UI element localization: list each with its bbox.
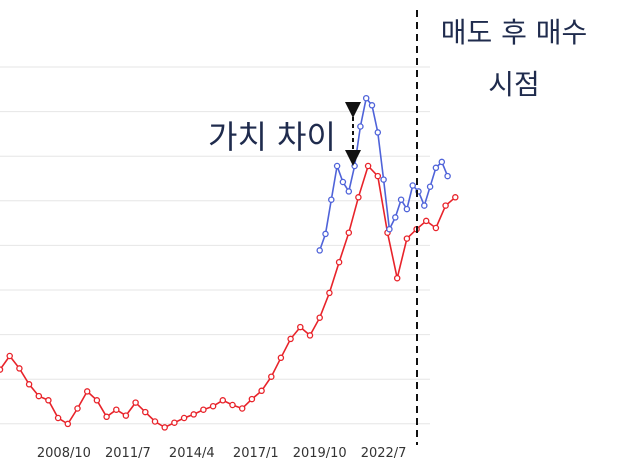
series-1-point [142,408,149,416]
series-1-point [103,413,110,421]
series-2-point [339,178,347,186]
x-tick-label: 2022/7 [361,446,407,461]
series-1-point [0,366,4,373]
series-2-point [362,94,370,102]
series-1-point [209,402,217,410]
series-1-point [432,224,440,232]
series-2-point [333,162,341,170]
series-1-point [132,399,139,406]
series-2-point [421,202,428,209]
series-1-point [258,387,265,395]
series-1-point [229,401,236,409]
series-2-point [403,205,411,213]
series-1-point [25,381,33,388]
series-1-point [161,424,168,431]
series-1-point [45,397,52,404]
series-1-point [287,335,294,343]
series-1-point [297,323,304,331]
series-2-point [438,158,446,166]
series-2-point [432,164,440,172]
series-2-point [444,172,451,180]
series-1-point [64,420,72,428]
x-tick-label: 2008/10 [37,446,91,461]
x-tick-label: 2017/1 [233,446,279,461]
switch-point-label-line1: 매도 후 매수 [441,16,588,49]
series-1-point [326,289,333,297]
series-1-point [355,194,362,201]
x-tick-label: 2019/10 [293,446,347,461]
series-2-point [368,102,376,109]
series-1-point [171,419,178,426]
series-1-point [83,388,91,395]
series-2-point [374,129,382,136]
series-1-point [306,332,314,339]
series-2-point [357,123,364,130]
series-1-point [122,412,130,419]
series-2-point [409,182,416,189]
series-2-point [322,230,329,238]
series-1-point [16,365,23,372]
series-2-point [345,188,353,195]
series-2-point [380,176,387,183]
series-1-point [54,414,62,422]
series-2-point [392,214,399,221]
switch-point-label-line2: 시점 [488,68,540,101]
series-1-point [180,414,188,422]
series-2-point [316,247,323,254]
series-1-point [277,354,285,362]
series-1-point [403,235,411,242]
series-1-point [335,258,343,266]
series-1-point [393,274,401,282]
series-1-point [113,406,120,413]
series-2-point [351,162,358,170]
series-2-point [328,196,335,203]
series-1-point [238,405,246,412]
series-1-point [190,411,197,418]
gridlines [0,66,430,425]
annotation-layer: 가치 차이 매도 후 매수 시점 [208,10,587,445]
series-1-point [452,194,459,201]
series-2-point [386,225,393,233]
series-1-point [364,162,372,170]
series-1-point [151,418,159,425]
series-2-point [426,183,434,190]
series-1-point [219,397,227,404]
series-1-point [74,405,81,412]
series-1-point [316,314,323,321]
series-2-point [397,196,405,203]
series-1-point [200,406,207,413]
x-tick-label: 2014/4 [169,446,215,461]
x-tick-label: 2011/7 [105,446,151,461]
series-1-point [248,395,256,403]
series-line-2 [318,96,449,251]
series-1-point [442,202,449,209]
series-1-point [422,217,430,225]
value-gap-label: 가치 차이 [208,118,336,156]
series-1-point [35,392,43,400]
series-1-point [268,373,275,380]
series-1-point [374,172,382,180]
series-1-point [93,397,101,404]
series-1-point [6,352,13,360]
series-1-point [345,229,353,236]
x-axis-ticks: 2008/10 2011/7 2014/4 2017/1 2019/10 2022/7 [37,446,407,461]
